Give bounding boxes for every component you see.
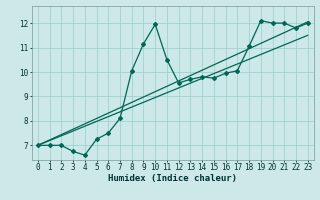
X-axis label: Humidex (Indice chaleur): Humidex (Indice chaleur) — [108, 174, 237, 183]
